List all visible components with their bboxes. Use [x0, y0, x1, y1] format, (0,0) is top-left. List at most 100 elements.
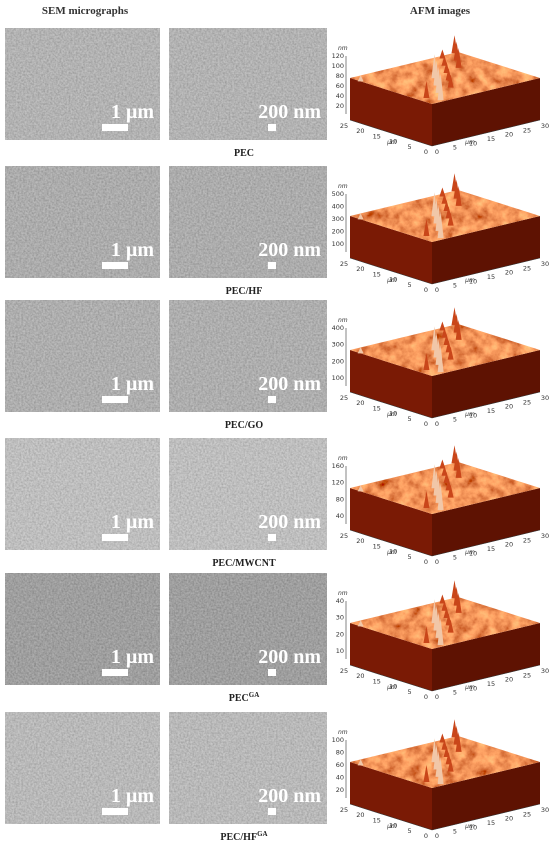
- afm-right-tick: 25: [523, 398, 531, 406]
- sample-name: PEC/HF: [220, 832, 257, 843]
- afm-left-unit: µm: [386, 411, 397, 418]
- afm-left-tick: 10: [389, 822, 397, 830]
- afm-peak: [439, 459, 446, 469]
- afm-right-tick: 30: [541, 122, 549, 130]
- afm-left-tick: 0: [424, 148, 428, 156]
- afm-right-tick: 0: [435, 693, 439, 701]
- afm-left-tick: 25: [340, 667, 348, 675]
- afm-right-tick: 15: [487, 273, 495, 281]
- afm-peak: [443, 472, 450, 484]
- afm-z-tick: 400: [332, 324, 344, 332]
- afm-left-tick: 20: [356, 672, 364, 680]
- afm-right-tick: 30: [541, 260, 549, 268]
- afm-peak: [423, 626, 430, 644]
- afm-peak: [447, 484, 454, 498]
- afm-peak: [443, 334, 450, 346]
- afm-peak: [445, 206, 452, 219]
- afm-left-tick: 15: [373, 132, 381, 140]
- afm-peak: [451, 445, 458, 464]
- afm-left-unit: µm: [386, 277, 397, 284]
- afm-left-face: [350, 78, 432, 146]
- afm-right-tick: 30: [541, 667, 549, 675]
- sem-title: SEM micrographs: [42, 5, 129, 17]
- sample-label: PEC/HFGA: [220, 830, 267, 843]
- afm-left-tick: 20: [356, 399, 364, 407]
- afm-right-tick: 5: [453, 144, 457, 152]
- afm-z-unit: nm: [338, 455, 348, 462]
- afm-surface: [350, 190, 540, 242]
- afm-right-tick: 5: [453, 689, 457, 697]
- scale-label: 200 nm: [258, 239, 321, 261]
- afm-peak: [431, 326, 438, 351]
- afm-right-face: [432, 216, 540, 284]
- afm-peak: [441, 600, 448, 611]
- sample-label: PECGA: [229, 691, 260, 704]
- afm-peak: [445, 752, 452, 765]
- afm-peak: [447, 212, 454, 226]
- scale-label: 1 µm: [111, 785, 155, 807]
- afm-right-tick: 25: [523, 810, 531, 818]
- sem-texture: [169, 300, 327, 412]
- afm-peak: [439, 49, 446, 59]
- afm-z-tick: 100: [332, 62, 344, 70]
- afm-peak: [431, 464, 438, 489]
- sample-name: PEC: [229, 693, 249, 704]
- afm-right-face: [432, 488, 540, 556]
- afm-right-tick: 20: [505, 541, 513, 549]
- afm-peak: [357, 759, 364, 766]
- afm-left-tick: 15: [373, 816, 381, 824]
- afm-peak: [447, 619, 454, 633]
- sem-texture: [5, 438, 160, 550]
- afm-left-tick: 10: [389, 548, 397, 556]
- sample-name: PEC: [234, 148, 254, 159]
- sample-name: PEC/MWCNT: [212, 558, 276, 569]
- afm-peak: [431, 54, 438, 79]
- scale-bar: [102, 396, 128, 403]
- afm-z-tick: 300: [332, 215, 344, 223]
- afm-peak: [423, 219, 430, 237]
- afm-right-face: [432, 623, 540, 691]
- afm-z-tick: 80: [336, 72, 344, 80]
- afm-right-tick: 5: [453, 554, 457, 562]
- afm-right-tick: 10: [469, 684, 477, 692]
- afm-axes: [349, 803, 541, 831]
- sem-texture: [169, 573, 327, 685]
- afm-left-unit: µm: [386, 684, 397, 691]
- afm-right-unit: µm: [464, 139, 475, 146]
- afm-z-tick: 200: [332, 228, 344, 236]
- afm-left-tick: 5: [408, 827, 412, 835]
- afm-left-tick: 0: [424, 832, 428, 840]
- afm-right-tick: 30: [541, 532, 549, 540]
- afm-left-tick: 15: [373, 404, 381, 412]
- afm-surface: [350, 52, 540, 104]
- afm-right-tick: 25: [523, 264, 531, 272]
- afm-peak: [423, 353, 430, 371]
- afm-surface: [350, 736, 540, 788]
- afm-left-tick: 0: [424, 693, 428, 701]
- afm-left-tick: 15: [373, 270, 381, 278]
- afm-right-unit: µm: [464, 684, 475, 691]
- afm-peak: [431, 738, 438, 763]
- scale-label: 200 nm: [258, 646, 321, 668]
- afm-right-tick: 10: [469, 411, 477, 419]
- scale-label: 1 µm: [111, 373, 155, 395]
- afm-z-tick: 100: [332, 240, 344, 248]
- afm-right-tick: 20: [505, 269, 513, 277]
- afm-z-tick: 10: [336, 647, 344, 655]
- afm-left-face: [350, 623, 432, 691]
- afm-peak: [423, 491, 430, 509]
- afm-z-unit: nm: [338, 45, 348, 52]
- afm-peak: [441, 465, 448, 476]
- scale-bar: [102, 124, 128, 131]
- afm-right-tick: 15: [487, 545, 495, 553]
- afm-peak: [451, 580, 458, 599]
- afm-right-tick: 15: [487, 680, 495, 688]
- afm-z-tick: 60: [336, 82, 344, 90]
- afm-peak: [441, 55, 448, 66]
- scale-bar: [268, 262, 276, 269]
- afm-peak: [443, 200, 450, 212]
- afm-z-tick: 400: [332, 203, 344, 211]
- afm-z-unit: nm: [338, 590, 348, 597]
- afm-left-tick: 5: [408, 281, 412, 289]
- afm-left-tick: 25: [340, 122, 348, 130]
